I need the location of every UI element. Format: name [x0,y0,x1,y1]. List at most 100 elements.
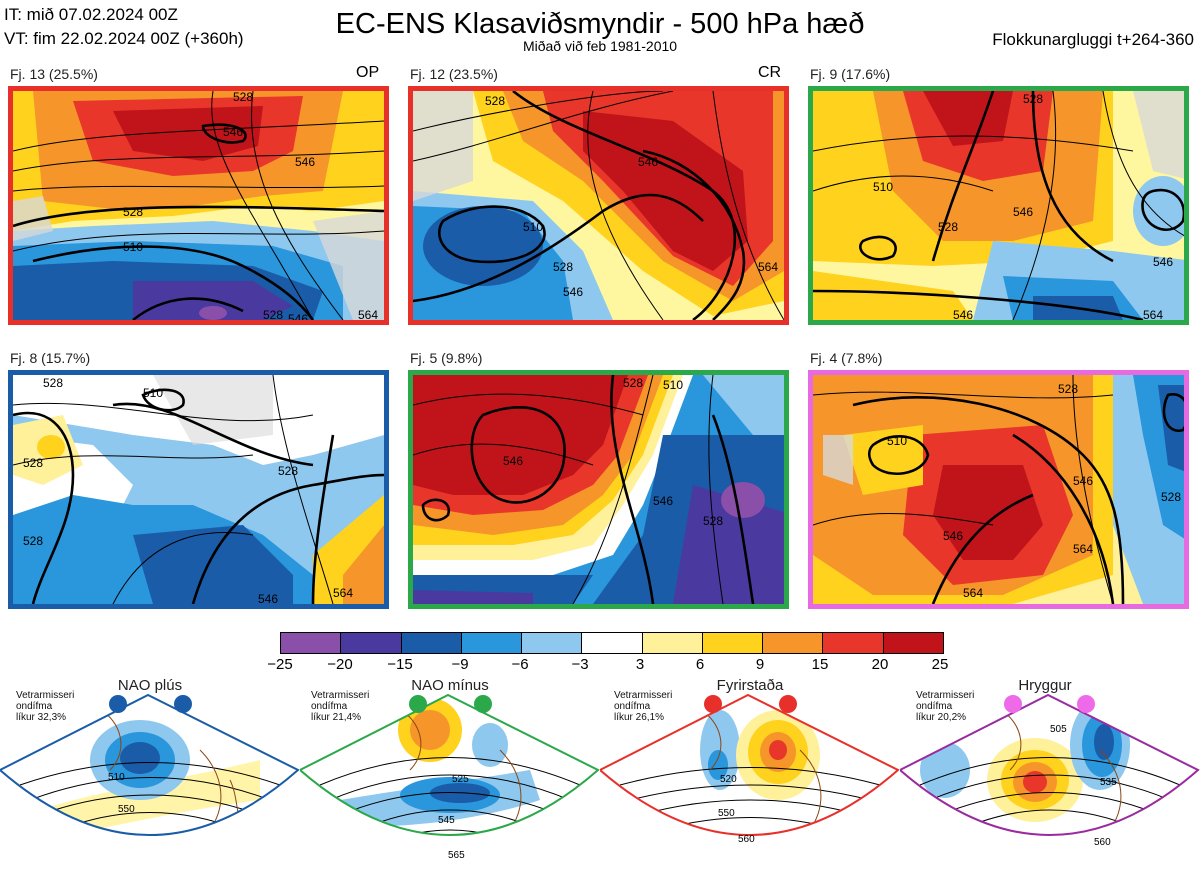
cluster-map-4: 510 528 528 546 546 564 564 [808,370,1189,609]
contour-label: 564 [1073,542,1093,556]
cluster-map-13: 528 546 546 528 510 528 546 564 [8,86,389,325]
contour-label: 550 [718,808,735,819]
colorbar [280,632,944,654]
colorbar-bin [763,633,824,653]
cluster-map-12: 528 546 510 528 546 564 [408,86,789,325]
contour-label: 510 [143,386,163,400]
contour-label: 546 [638,155,658,169]
contour-label: 546 [1153,255,1173,269]
regime-title-nao-plus: NAO plús [117,677,183,694]
contour-label: 564 [358,308,378,320]
valid-time: VT: fim 22.02.2024 00Z (+360h) [4,29,244,48]
regime-desc-ridge: Vetrarmisseri ondífma líkur 20,2% [916,690,975,723]
contour-label: 546 [953,308,973,320]
regime-title-nao-minus: NAO mínus [411,677,489,694]
contour-label: 525 [452,774,469,785]
panel-label-6: Fj. 4 (7.8%) [810,350,883,366]
colorbar-bin [883,633,943,653]
panel-tag-cr: CR [758,64,782,81]
regime-map-nao-minus: 525 545 565 [300,693,600,861]
contour-label: 528 [278,464,298,478]
contour-label: 528 [1023,92,1043,106]
contour-label: 550 [118,804,135,815]
colorbar-bin [582,633,643,653]
colorbar-tick: −15 [387,656,413,673]
regime-map-ridge: 505 535 560 [900,693,1200,848]
colorbar-tick: 3 [635,656,645,673]
panel-label-5: Fj. 5 (9.8%) [410,350,483,366]
contour-label: 560 [1094,837,1111,848]
contour-label: 510 [523,220,543,234]
contour-label: 528 [938,220,958,234]
contour-label: 510 [108,772,125,783]
contour-label: 564 [963,586,983,600]
contour-label: 510 [887,434,907,448]
contour-label: 546 [295,155,315,169]
colorbar-bin [341,633,402,653]
cluster-map-9: 528 510 528 546 546 546 564 [808,86,1189,325]
contour-label: 528 [23,534,43,548]
panel-label-3: Fj. 9 (17.6%) [810,66,891,82]
contour-label: 546 [943,529,963,543]
colorbar-bin [642,633,703,653]
colorbar-tick: 6 [695,656,705,673]
contour-label: 564 [1143,308,1163,320]
regime-desc-blocking: Vetrarmisseri ondífma líkur 26,1% [614,690,673,723]
cluster-map-8: 528 528 510 528 528 546 564 [8,370,389,609]
contour-label: 546 [258,592,278,604]
panel-tag-op: OP [356,64,380,81]
regime-title-blocking: Fyrirstaða [716,677,784,694]
contour-label: 546 [1073,474,1093,488]
contour-label: 565 [448,850,465,861]
contour-label: 560 [738,834,755,845]
classification-window: Flokkunargluggi t+264-360 [992,30,1194,49]
contour-label: 564 [333,586,353,600]
colorbar-bin [823,633,884,653]
contour-label: 510 [123,240,143,254]
regime-map-blocking: 520 550 560 [600,693,900,845]
page-title: EC-ENS Klasaviðsmyndir - 500 hPa hæð [335,8,865,40]
colorbar-tick: −6 [511,656,529,673]
contour-label: 546 [563,285,583,299]
panel-label-1: Fj. 13 (25.5%) [10,66,98,82]
initial-time: IT: mið 07.02.2024 00Z [4,5,178,24]
contour-label: 528 [123,205,143,219]
contour-label: 528 [485,94,505,108]
contour-label: 505 [1050,724,1067,735]
contour-label: 528 [1058,382,1078,396]
contour-label: 546 [503,454,523,468]
contour-label: 510 [873,180,893,194]
contour-label: 546 [288,312,308,320]
colorbar-bin [461,633,523,653]
colorbar-tick: −9 [451,656,469,673]
contour-label: 546 [653,494,673,508]
colorbar-bin [522,633,583,653]
panel-label-4: Fj. 8 (15.7%) [10,350,91,366]
contour-label: 528 [623,376,643,390]
contour-label: 528 [233,91,253,104]
contour-label: 564 [758,260,778,274]
regime-title-ridge: Hryggur [1018,677,1072,694]
colorbar-tick: 25 [931,656,949,673]
contour-label: 528 [263,308,283,320]
panel-label-2: Fj. 12 (23.5%) [410,66,498,82]
contour-label: 546 [223,125,243,139]
cluster-map-5: 528 546 546 528 510 [408,370,789,609]
regime-map-nao-plus: 510 550 [0,693,300,836]
colorbar-tick: 15 [811,656,829,673]
regime-desc-nao-plus: Vetrarmisseri ondífma líkur 32,3% [16,690,75,723]
contour-label: 528 [553,260,573,274]
contour-label: 520 [720,774,737,785]
colorbar-bin [401,633,462,653]
contour-label: 528 [23,456,43,470]
contour-label: 528 [43,376,63,390]
contour-label: 528 [1161,490,1181,504]
colorbar-tick: 9 [755,656,765,673]
colorbar-tick: −25 [267,656,293,673]
colorbar-tick: −3 [571,656,589,673]
page-subtitle: Miðað við feb 1981-2010 [522,38,678,54]
contour-label: 546 [1013,205,1033,219]
contour-label: 535 [1100,777,1117,788]
contour-label: 510 [663,378,683,392]
colorbar-tick: −20 [327,656,353,673]
